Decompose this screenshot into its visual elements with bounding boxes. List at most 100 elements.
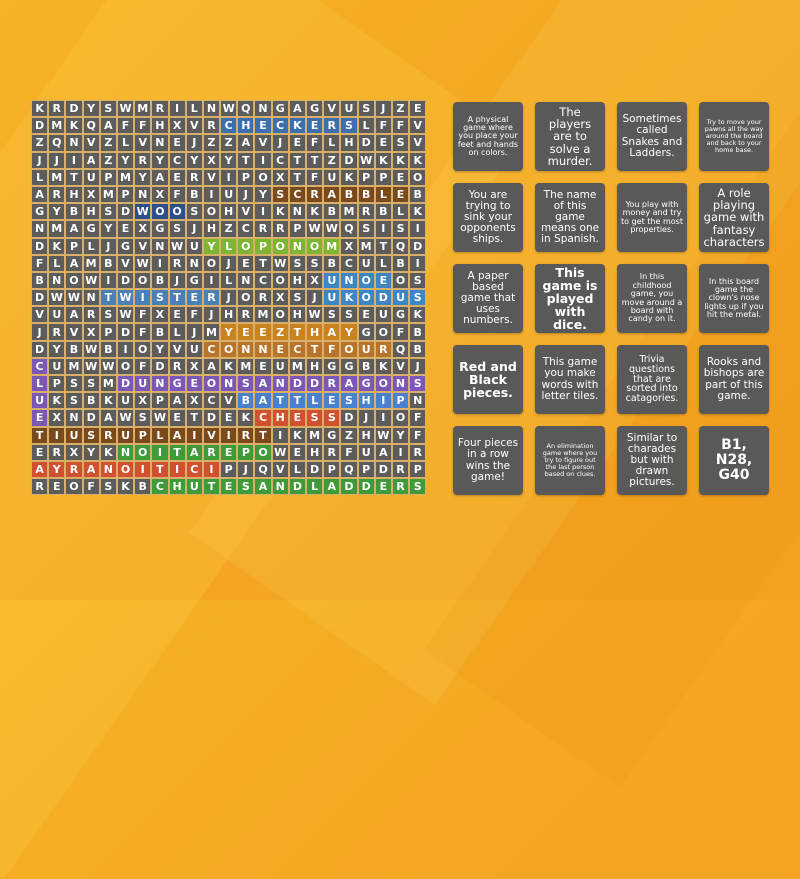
- grid-cell[interactable]: J: [237, 460, 255, 479]
- grid-cell[interactable]: H: [65, 185, 83, 204]
- grid-cell[interactable]: I: [134, 460, 152, 479]
- grid-cell[interactable]: V: [134, 134, 152, 152]
- grid-cell[interactable]: I: [409, 254, 427, 272]
- grid-cell[interactable]: D: [306, 460, 324, 479]
- grid-cell[interactable]: Z: [99, 134, 117, 152]
- grid-cell[interactable]: S: [82, 375, 100, 393]
- grid-cell[interactable]: V: [202, 168, 221, 186]
- grid-cell[interactable]: T: [31, 426, 49, 444]
- grid-cell[interactable]: O: [409, 168, 427, 186]
- grid-cell[interactable]: V: [202, 426, 221, 444]
- grid-cell[interactable]: Z: [202, 134, 221, 152]
- grid-cell[interactable]: F: [409, 426, 427, 444]
- grid-cell[interactable]: T: [237, 151, 255, 169]
- grid-cell[interactable]: D: [340, 478, 358, 496]
- grid-cell[interactable]: R: [48, 100, 66, 118]
- grid-cell[interactable]: E: [374, 271, 392, 290]
- grid-cell[interactable]: N: [65, 134, 83, 152]
- grid-cell[interactable]: R: [48, 185, 66, 204]
- grid-cell[interactable]: E: [168, 306, 186, 324]
- grid-cell[interactable]: J: [409, 357, 427, 375]
- grid-cell[interactable]: X: [134, 392, 152, 410]
- grid-cell[interactable]: B: [99, 340, 117, 358]
- grid-cell[interactable]: X: [306, 271, 324, 290]
- grid-cell[interactable]: E: [31, 443, 49, 461]
- grid-cell[interactable]: O: [116, 460, 135, 479]
- grid-cell[interactable]: M: [340, 203, 358, 221]
- grid-cell[interactable]: K: [65, 117, 83, 135]
- grid-cell[interactable]: J: [357, 409, 375, 427]
- grid-cell[interactable]: F: [185, 306, 203, 324]
- grid-cell[interactable]: R: [82, 306, 100, 324]
- grid-cell[interactable]: E: [357, 306, 375, 324]
- grid-cell[interactable]: S: [391, 134, 410, 152]
- grid-cell[interactable]: N: [409, 392, 427, 410]
- grid-cell[interactable]: A: [185, 443, 203, 461]
- grid-cell[interactable]: W: [220, 100, 238, 118]
- grid-cell[interactable]: F: [134, 323, 152, 341]
- grid-cell[interactable]: F: [391, 117, 410, 135]
- grid-cell[interactable]: U: [185, 478, 203, 496]
- grid-cell[interactable]: O: [65, 271, 83, 290]
- grid-cell[interactable]: F: [134, 357, 152, 375]
- grid-cell[interactable]: Y: [254, 185, 272, 204]
- grid-cell[interactable]: W: [357, 151, 375, 169]
- grid-cell[interactable]: A: [288, 100, 306, 118]
- grid-cell[interactable]: W: [323, 220, 341, 238]
- grid-cell[interactable]: R: [48, 323, 66, 341]
- grid-cell[interactable]: F: [391, 323, 410, 341]
- grid-cell[interactable]: S: [65, 375, 83, 393]
- grid-cell[interactable]: Q: [391, 237, 410, 255]
- grid-cell[interactable]: O: [271, 237, 289, 255]
- grid-cell[interactable]: D: [202, 409, 221, 427]
- grid-cell[interactable]: J: [271, 134, 289, 152]
- grid-cell[interactable]: Z: [220, 220, 238, 238]
- grid-cell[interactable]: W: [48, 289, 66, 307]
- grid-cell[interactable]: M: [288, 357, 306, 375]
- grid-cell[interactable]: S: [340, 117, 358, 135]
- grid-cell[interactable]: D: [116, 323, 135, 341]
- grid-cell[interactable]: Y: [48, 340, 66, 358]
- grid-cell[interactable]: G: [271, 100, 289, 118]
- grid-cell[interactable]: R: [254, 220, 272, 238]
- grid-cell[interactable]: L: [357, 117, 375, 135]
- grid-cell[interactable]: T: [288, 168, 306, 186]
- grid-cell[interactable]: N: [65, 409, 83, 427]
- grid-cell[interactable]: S: [409, 271, 427, 290]
- grid-cell[interactable]: N: [254, 340, 272, 358]
- grid-cell[interactable]: K: [409, 151, 427, 169]
- grid-cell[interactable]: C: [151, 478, 169, 496]
- grid-cell[interactable]: E: [220, 443, 238, 461]
- grid-cell[interactable]: O: [65, 478, 83, 496]
- grid-cell[interactable]: X: [48, 409, 66, 427]
- grid-cell[interactable]: I: [254, 203, 272, 221]
- grid-cell[interactable]: I: [202, 185, 221, 204]
- grid-cell[interactable]: H: [306, 443, 324, 461]
- grid-cell[interactable]: C: [271, 151, 289, 169]
- grid-cell[interactable]: I: [99, 271, 117, 290]
- grid-cell[interactable]: U: [271, 357, 289, 375]
- grid-cell[interactable]: F: [134, 306, 152, 324]
- grid-cell[interactable]: C: [288, 340, 306, 358]
- grid-cell[interactable]: N: [48, 271, 66, 290]
- grid-cell[interactable]: B: [237, 392, 255, 410]
- clue-card[interactable]: A paper based game that uses numbers.: [453, 264, 523, 333]
- grid-cell[interactable]: W: [271, 443, 289, 461]
- grid-cell[interactable]: T: [185, 409, 203, 427]
- grid-cell[interactable]: L: [306, 478, 324, 496]
- grid-cell[interactable]: W: [82, 357, 100, 375]
- grid-cell[interactable]: G: [357, 323, 375, 341]
- grid-cell[interactable]: S: [82, 426, 100, 444]
- grid-cell[interactable]: U: [391, 289, 410, 307]
- clue-card[interactable]: Sometimes called Snakes and Ladders.: [617, 102, 687, 171]
- grid-cell[interactable]: R: [357, 203, 375, 221]
- clue-card[interactable]: An elimination game where you try to fig…: [535, 426, 605, 495]
- clue-card[interactable]: You play with money and try to get the m…: [617, 183, 687, 252]
- grid-cell[interactable]: V: [116, 254, 135, 272]
- grid-cell[interactable]: L: [168, 323, 186, 341]
- grid-cell[interactable]: Y: [220, 151, 238, 169]
- grid-cell[interactable]: E: [237, 323, 255, 341]
- grid-cell[interactable]: Y: [99, 220, 117, 238]
- grid-cell[interactable]: O: [254, 168, 272, 186]
- grid-cell[interactable]: S: [340, 392, 358, 410]
